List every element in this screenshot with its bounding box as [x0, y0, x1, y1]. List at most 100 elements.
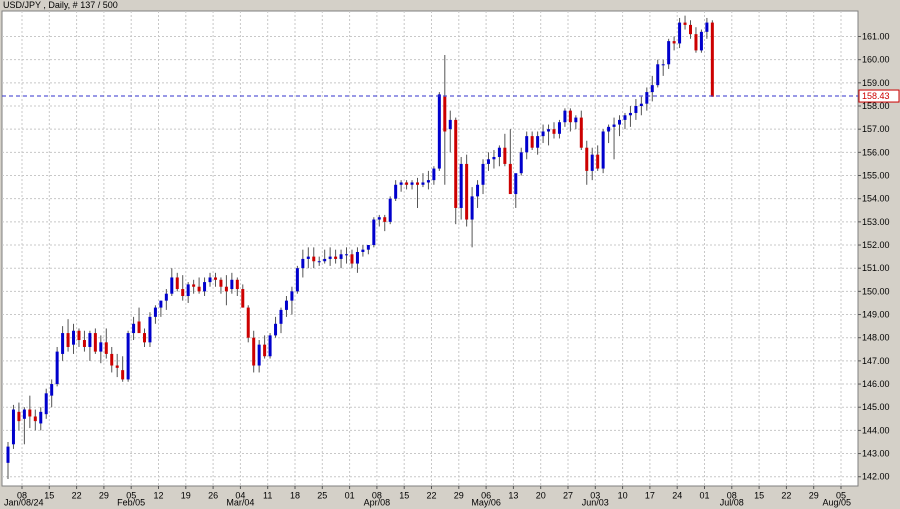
y-tick-label: 157.00	[862, 124, 890, 134]
candle-body	[334, 256, 338, 259]
candle-body	[295, 268, 299, 292]
candle-body	[552, 129, 556, 134]
candle-body	[93, 333, 97, 352]
candle	[596, 145, 600, 171]
x-tick-label: 15	[44, 490, 54, 500]
candle	[110, 346, 114, 373]
candle	[421, 173, 425, 188]
candle-body	[585, 147, 589, 171]
chart-title: USD/JPY , Daily, # 137 / 500	[3, 0, 118, 10]
candle	[192, 279, 196, 294]
candle-body	[476, 184, 480, 197]
candle-body	[536, 136, 540, 148]
candle	[536, 131, 540, 155]
candle	[514, 173, 518, 208]
candle-body	[596, 154, 600, 169]
candle	[366, 245, 370, 255]
candle	[170, 268, 174, 296]
x-tick-label: 08	[372, 490, 382, 500]
candle	[284, 296, 288, 317]
candle	[623, 112, 627, 130]
candle-body	[203, 282, 207, 292]
candle	[257, 340, 261, 373]
y-tick-label: 158.00	[862, 101, 890, 111]
x-tick-label: 17	[645, 490, 655, 500]
y-tick-label: 146.00	[862, 379, 890, 389]
candle-body	[170, 277, 174, 294]
candle-body	[426, 180, 430, 183]
x-tick-label: 11	[263, 490, 272, 500]
candle-body	[137, 321, 141, 334]
candle-body	[317, 261, 321, 263]
candle	[164, 289, 168, 310]
candle-body	[252, 337, 256, 366]
candle-body	[432, 168, 436, 181]
candle	[394, 180, 398, 201]
y-tick-label: 153.00	[862, 217, 890, 227]
candle	[416, 177, 419, 208]
candle	[492, 150, 496, 169]
candle	[432, 166, 436, 185]
candle-body	[22, 409, 26, 419]
candle-body	[339, 254, 343, 259]
candle-body	[153, 307, 157, 317]
candle	[50, 379, 54, 408]
candle	[661, 59, 665, 76]
candle-body	[661, 64, 665, 66]
candle	[44, 388, 48, 419]
candle-body	[11, 409, 15, 445]
candle-body	[486, 159, 490, 164]
candle-body	[350, 254, 354, 264]
candle-body	[699, 31, 703, 51]
x-month-label: May/06	[471, 497, 501, 507]
candle	[268, 333, 272, 359]
candle	[590, 147, 594, 181]
candle	[93, 328, 97, 354]
candle	[126, 330, 130, 382]
x-month-label: Mar/04	[226, 497, 254, 507]
y-tick-label: 143.00	[862, 449, 890, 459]
candle-body	[579, 117, 583, 148]
candle-body	[650, 85, 654, 93]
candle-body	[667, 41, 671, 65]
candle-body	[541, 131, 545, 137]
candle-body	[279, 309, 283, 324]
candle	[208, 272, 212, 287]
candle-body	[563, 110, 567, 123]
candle	[710, 20, 714, 97]
candle-body	[525, 136, 529, 153]
candle-body	[268, 335, 272, 357]
candle-body	[465, 163, 469, 220]
x-tick-label: 26	[208, 490, 218, 500]
candle	[345, 247, 349, 264]
candle	[290, 286, 294, 315]
candle-body	[55, 351, 59, 385]
candle-body	[377, 217, 381, 220]
y-tick-label: 156.00	[862, 147, 890, 157]
candle	[355, 247, 359, 273]
candle	[263, 335, 267, 359]
candle-body	[394, 184, 398, 199]
candle-body	[186, 284, 190, 296]
x-tick-label: 01	[345, 490, 355, 500]
x-tick-label: 01	[699, 490, 709, 500]
candle-body	[219, 279, 223, 287]
x-month-label: Aug/05	[822, 497, 851, 507]
y-tick-label: 151.00	[862, 263, 890, 273]
y-tick-label: 149.00	[862, 310, 890, 320]
x-tick-label: 29	[809, 490, 819, 500]
current-price-label: 158.43	[862, 91, 890, 101]
candle-body	[503, 147, 507, 164]
x-tick-label: 22	[426, 490, 436, 500]
y-tick-label: 160.00	[862, 55, 890, 65]
candle-body	[224, 286, 228, 292]
candle-body	[44, 393, 48, 415]
x-tick-label: 24	[672, 490, 682, 500]
candle	[88, 330, 92, 361]
candle-body	[459, 163, 463, 208]
candle-body	[628, 112, 632, 116]
candle-body	[470, 196, 474, 220]
x-tick-label: 25	[317, 490, 327, 500]
x-tick-label: 22	[781, 490, 791, 500]
candle	[525, 131, 529, 160]
